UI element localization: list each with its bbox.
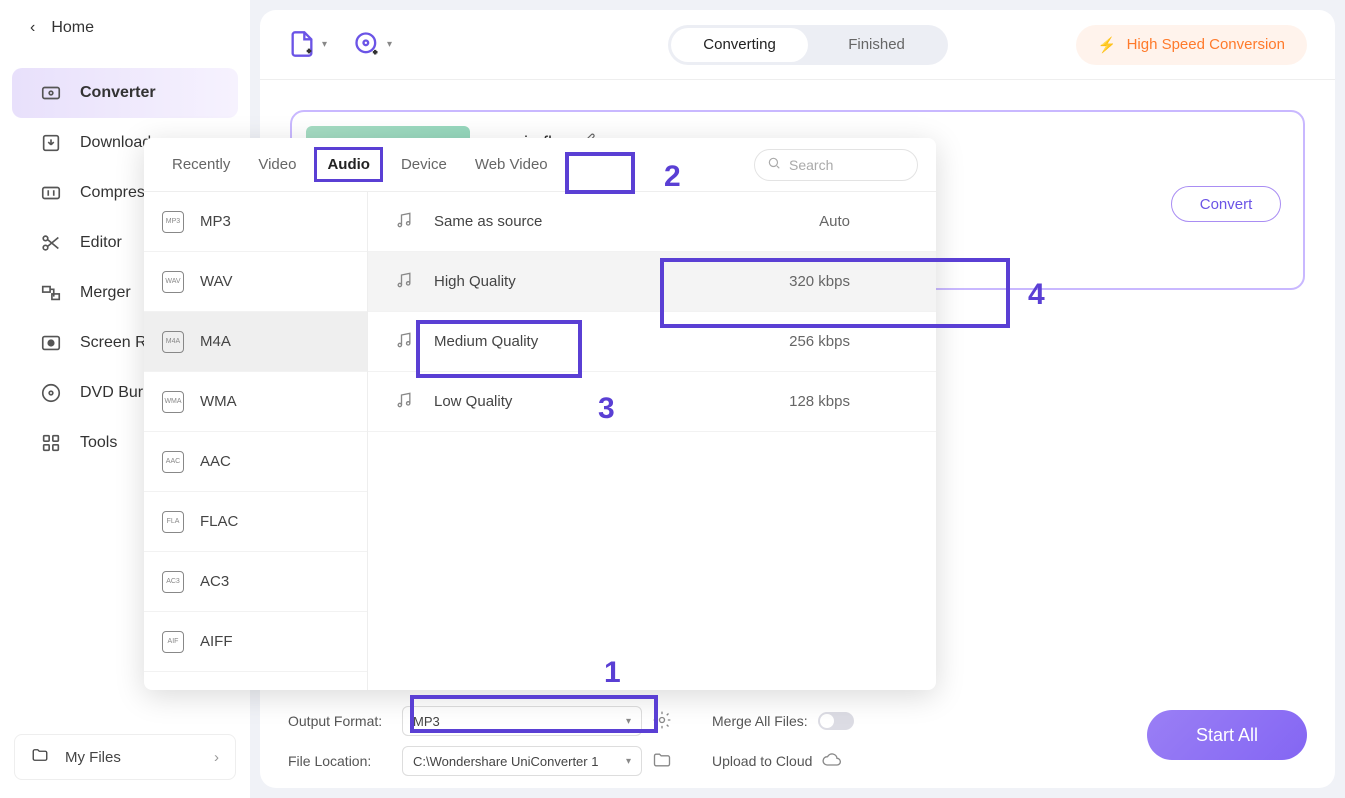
tab-audio[interactable]: Audio (314, 147, 383, 182)
scissors-icon (40, 232, 62, 254)
callout-number-1: 1 (604, 656, 621, 690)
sidebar-item-label: Tools (80, 434, 117, 452)
format-icon: FLA (162, 511, 184, 533)
format-icon: AC3 (162, 571, 184, 593)
quality-label: High Quality (434, 273, 516, 290)
my-files-button[interactable]: My Files › (14, 734, 236, 780)
merge-label: Merge All Files: (712, 713, 808, 729)
quality-label: Same as source (434, 213, 542, 230)
format-icon: WAV (162, 271, 184, 293)
file-location-label: File Location: (288, 753, 392, 769)
dvd-icon (40, 382, 62, 404)
callout-number-2: 2 (664, 160, 681, 194)
dropdown-tabs: Recently Video Audio Device Web Video Se… (144, 138, 936, 192)
format-item-aiff[interactable]: AIF AIFF (144, 612, 367, 672)
converter-icon (40, 82, 62, 104)
sidebar-item-converter[interactable]: Converter (12, 68, 238, 118)
format-icon: AAC (162, 451, 184, 473)
output-format-label: Output Format: (288, 713, 392, 729)
music-icon (394, 210, 414, 234)
tab-converting[interactable]: Converting (671, 28, 808, 62)
download-icon (40, 132, 62, 154)
chevron-down-icon: ▾ (626, 756, 631, 767)
compress-icon (40, 182, 62, 204)
format-label: AC3 (200, 573, 229, 590)
hsc-label: High Speed Conversion (1127, 36, 1285, 53)
quality-item[interactable]: Same as source Auto (368, 192, 936, 252)
status-segmented: Converting Finished (668, 25, 948, 65)
callout-number-4: 4 (1028, 278, 1045, 312)
tab-recently[interactable]: Recently (162, 150, 240, 179)
format-item-flac[interactable]: FLA FLAC (144, 492, 367, 552)
music-icon (394, 270, 414, 294)
chevron-down-icon[interactable]: ▾ (387, 39, 392, 50)
start-all-button[interactable]: Start All (1147, 710, 1307, 760)
format-item-ac3[interactable]: AC3 AC3 (144, 552, 367, 612)
add-file-icon[interactable] (288, 30, 318, 60)
file-location-select[interactable]: C:\Wondershare UniConverter 1 ▾ (402, 746, 642, 776)
format-item-m4a[interactable]: M4A M4A (144, 312, 367, 372)
callout-number-3: 3 (598, 392, 615, 426)
format-item-wma[interactable]: WMA WMA (144, 372, 367, 432)
quality-item[interactable]: Low Quality 128 kbps (368, 372, 936, 432)
sidebar-item-label: Editor (80, 234, 122, 252)
convert-button[interactable]: Convert (1171, 186, 1281, 222)
upload-label: Upload to Cloud (712, 753, 812, 769)
sidebar-item-label: Merger (80, 284, 131, 302)
merge-icon (40, 282, 62, 304)
format-label: AIFF (200, 633, 233, 650)
tab-device[interactable]: Device (391, 150, 457, 179)
tab-web-video[interactable]: Web Video (465, 150, 558, 179)
high-speed-badge[interactable]: ⚡ High Speed Conversion (1076, 25, 1307, 65)
callout-box-1 (410, 695, 658, 733)
format-item-mp3[interactable]: MP3 MP3 (144, 192, 367, 252)
cloud-icon[interactable] (822, 750, 842, 773)
format-label: FLAC (200, 513, 238, 530)
file-location-value: C:\Wondershare UniConverter 1 (413, 754, 598, 769)
format-icon: WMA (162, 391, 184, 413)
dropdown-search[interactable]: Search (754, 149, 918, 181)
format-label: WAV (200, 273, 233, 290)
lightning-icon: ⚡ (1098, 36, 1117, 54)
format-icon: MP3 (162, 211, 184, 233)
format-label: MP3 (200, 213, 231, 230)
callout-box-3 (416, 320, 582, 378)
search-placeholder: Search (789, 157, 833, 173)
format-label: WMA (200, 393, 237, 410)
music-icon (394, 330, 414, 354)
quality-bitrate: Auto (819, 213, 850, 230)
search-icon (767, 156, 781, 173)
chevron-left-icon: ‹ (30, 19, 35, 37)
home-link[interactable]: ‹ Home (0, 8, 250, 48)
topbar: ▾ ▾ Converting Finished ⚡ High Speed Con… (260, 10, 1335, 80)
record-icon (40, 332, 62, 354)
tab-video[interactable]: Video (248, 150, 306, 179)
format-label: M4A (200, 333, 231, 350)
quality-label: Low Quality (434, 393, 512, 410)
callout-box-4 (660, 258, 1010, 328)
sidebar-item-label: Converter (80, 84, 156, 102)
format-dropdown: Recently Video Audio Device Web Video Se… (144, 138, 936, 690)
home-label: Home (51, 19, 94, 37)
quality-bitrate: 256 kbps (789, 333, 850, 350)
format-item-aac[interactable]: AAC AAC (144, 432, 367, 492)
tools-icon (40, 432, 62, 454)
format-icon: AIF (162, 631, 184, 653)
music-icon (394, 390, 414, 414)
my-files-label: My Files (65, 749, 121, 766)
merge-toggle[interactable] (818, 712, 854, 730)
quality-bitrate: 128 kbps (789, 393, 850, 410)
callout-box-2 (565, 152, 635, 194)
folder-icon[interactable] (652, 750, 672, 773)
chevron-down-icon[interactable]: ▾ (322, 39, 327, 50)
format-icon: M4A (162, 331, 184, 353)
format-list: MP3 MP3 WAV WAV M4A M4A WMA WMA AAC AAC FLA FLAC AC3… (144, 192, 368, 690)
folder-icon (31, 746, 49, 768)
format-item-wav[interactable]: WAV WAV (144, 252, 367, 312)
add-dvd-icon[interactable] (353, 30, 383, 60)
tab-finished[interactable]: Finished (808, 28, 945, 62)
format-label: AAC (200, 453, 231, 470)
chevron-right-icon: › (214, 749, 219, 766)
